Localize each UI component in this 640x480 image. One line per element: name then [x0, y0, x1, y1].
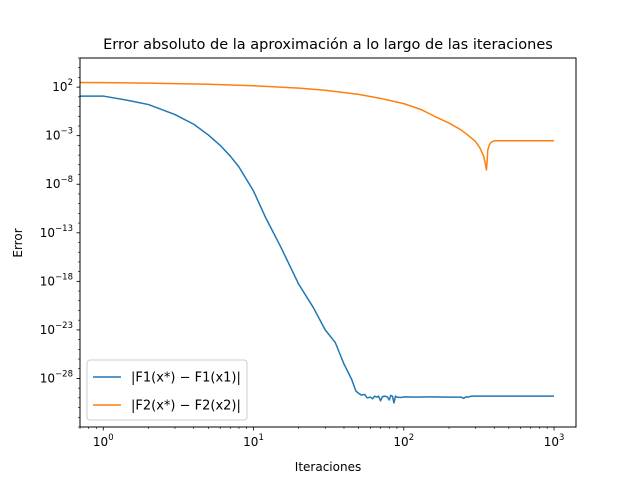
- y-tick-label: 10−13: [40, 224, 73, 240]
- legend-label-2: |F2(x*) − F2(x2)|: [131, 399, 241, 414]
- x-tick-label: 102: [393, 433, 414, 449]
- legend: |F1(x*) − F1(x1)| |F2(x*) − F2(x2)|: [86, 359, 248, 421]
- y-axis-ticks: 102 10−3 10−8 10−13 10−18 10−23 10−28: [40, 57, 80, 428]
- series-line-1: [80, 95, 555, 404]
- x-tick-label: 103: [544, 433, 565, 449]
- legend-box: [86, 359, 248, 421]
- x-tick-label: 100: [93, 433, 114, 449]
- y-tick-label: 102: [52, 78, 73, 94]
- y-tick-label: 10−28: [40, 369, 73, 385]
- y-tick-label: 10−8: [45, 175, 73, 191]
- chart-title: Error absoluto de la aproximación a lo l…: [103, 37, 553, 53]
- x-tick-label: 101: [243, 433, 264, 449]
- x-axis-title: Iteraciones: [295, 460, 361, 474]
- y-tick-label: 10−18: [40, 272, 73, 288]
- y-tick-label: 10−23: [40, 321, 73, 337]
- y-tick-label: 10−3: [45, 127, 73, 143]
- series-group: [79, 81, 555, 404]
- y-axis-title: Error: [11, 228, 25, 257]
- series-line-2: [79, 81, 555, 171]
- legend-label-1: |F1(x*) − F1(x1)|: [131, 371, 241, 386]
- x-axis-ticks: 100 101 102 103: [79, 427, 565, 449]
